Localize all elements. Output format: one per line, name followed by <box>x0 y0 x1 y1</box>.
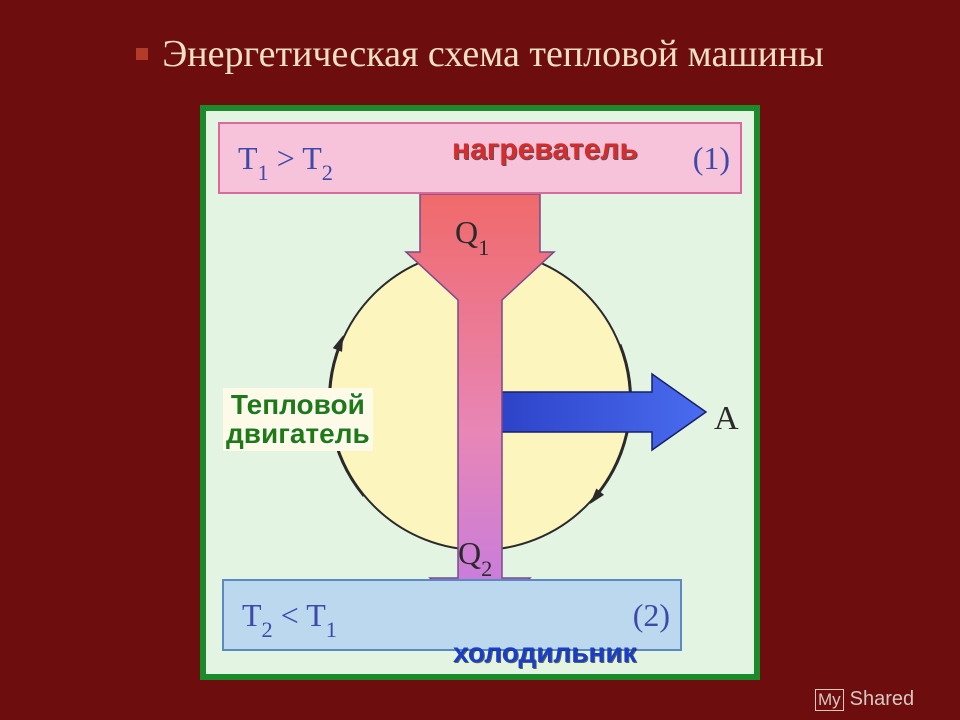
watermark: My Shared <box>815 688 914 711</box>
work-a-label: A <box>714 400 739 438</box>
hot-paren: (1) <box>693 140 740 177</box>
slide: Энергетическая схема тепловой машины T1 … <box>0 0 960 720</box>
q1-label: Q1 <box>455 214 489 251</box>
engine-label-line2: двигатель <box>226 418 370 449</box>
watermark-box: My <box>815 689 844 711</box>
engine-label: Тепловой двигатель <box>223 388 373 451</box>
watermark-rest: Shared <box>850 688 915 711</box>
cycle-arrowhead-left <box>333 335 344 352</box>
engine-label-line1: Тепловой <box>231 389 365 420</box>
heater-label: нагреватель <box>452 133 638 167</box>
q2-label: Q2 <box>458 535 492 572</box>
cooler-label: холодильник <box>453 637 637 669</box>
cold-paren: (2) <box>633 597 680 634</box>
cold-formula: T2 < T1 <box>242 597 633 634</box>
